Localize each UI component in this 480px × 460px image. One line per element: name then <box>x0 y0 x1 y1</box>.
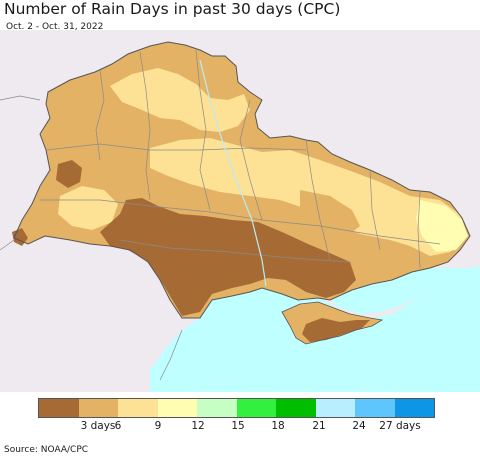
legend-swatch-7 <box>276 399 316 417</box>
zone-12-east <box>416 200 468 252</box>
rain-days-map <box>0 30 480 392</box>
dnipro-river <box>199 59 267 287</box>
legend-label: 21 <box>312 420 326 432</box>
legend-label: 27 days <box>379 420 421 432</box>
legend-label: 6 <box>114 420 122 432</box>
legend-swatch-5 <box>197 399 237 417</box>
source-note: Source: NOAA/CPC <box>4 445 89 455</box>
map-title: Number of Rain Days in past 30 days (CPC… <box>4 0 341 18</box>
legend-swatch-10 <box>394 399 434 417</box>
legend-labels: 3 days 6 9 12 15 18 21 24 27 days <box>38 420 438 434</box>
sea-of-azov <box>330 266 480 314</box>
legend-label: 3 days <box>80 420 116 432</box>
legend-label: 18 <box>271 420 285 432</box>
legend-swatch-6 <box>236 399 276 417</box>
zone-3-south <box>100 198 356 316</box>
legend-swatch-9 <box>355 399 395 417</box>
legend-swatch-4 <box>157 399 197 417</box>
legend-label: 15 <box>231 420 245 432</box>
legend-swatch-2 <box>78 399 118 417</box>
zone-9-west <box>58 186 118 230</box>
legend-label: 12 <box>191 420 205 432</box>
zone-6-east <box>300 190 360 240</box>
legend-label: 24 <box>352 420 366 432</box>
legend-color-bar <box>38 398 435 418</box>
oblast-borders <box>0 41 471 381</box>
zone-3-northwest <box>56 160 82 188</box>
legend-swatch-8 <box>315 399 355 417</box>
map-subtitle: Oct. 2 - Oct. 31, 2022 <box>6 22 104 32</box>
legend-label: 9 <box>154 420 162 432</box>
legend-swatch-1 <box>39 399 79 417</box>
legend-swatch-3 <box>118 399 158 417</box>
zone-3-crimea <box>302 318 370 342</box>
